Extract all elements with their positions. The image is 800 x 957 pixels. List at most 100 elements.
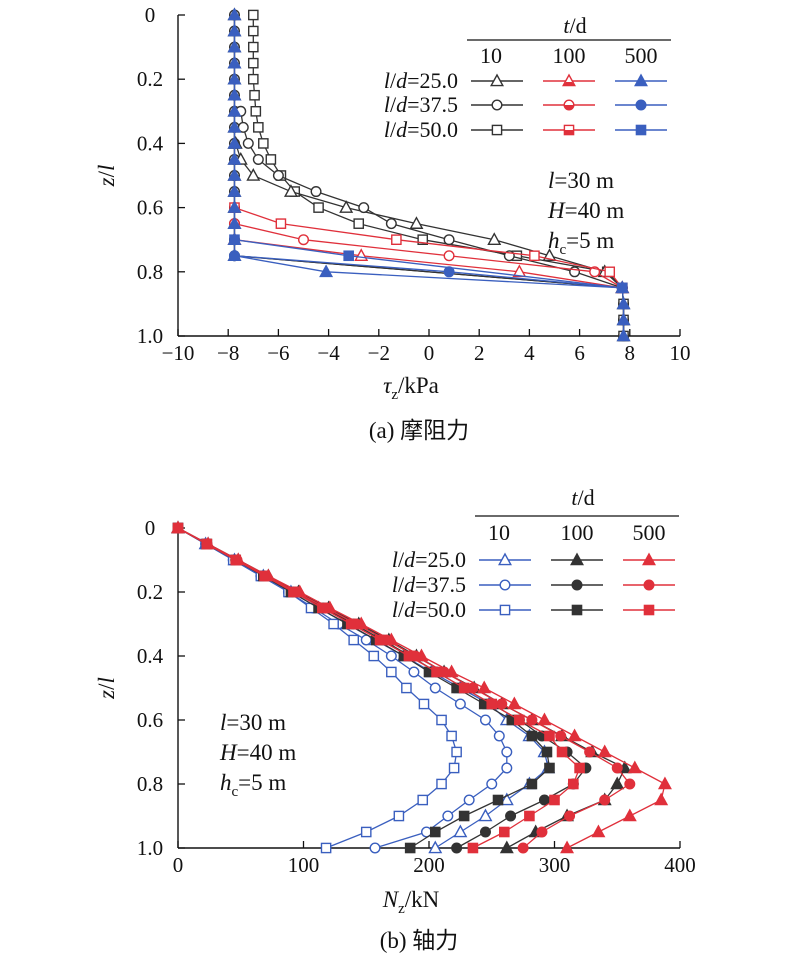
x-tick-label: −10 (162, 341, 195, 365)
data-point (258, 138, 269, 149)
data-point (451, 746, 462, 758)
data-point (517, 842, 529, 854)
y-tick-label: 1.0 (137, 324, 163, 348)
data-point (597, 744, 612, 758)
data-point (247, 9, 259, 21)
legend-swatch-marker (635, 124, 647, 136)
data-point (443, 250, 455, 262)
data-point (247, 25, 259, 37)
legend-row-label: l/d=25.0 (392, 547, 466, 572)
series-line (177, 527, 581, 849)
data-point (386, 666, 397, 678)
data-point (418, 698, 430, 710)
annotation-line: H=40 m (219, 740, 296, 765)
legend-swatch-marker (634, 73, 648, 87)
x-tick-label: 100 (288, 853, 320, 877)
data-point (616, 312, 631, 326)
y-tick-label: 1.0 (137, 836, 163, 860)
data-point (627, 760, 642, 774)
data-point (431, 666, 442, 678)
y-tick-label: 0.4 (137, 131, 164, 155)
data-point (360, 826, 372, 838)
legend-swatch-marker (570, 552, 584, 566)
y-tick-label: 0.8 (137, 260, 163, 284)
data-point (451, 842, 463, 854)
x-tick-label: −4 (317, 341, 340, 365)
data-point (564, 810, 576, 822)
legend-column-label: 500 (625, 43, 658, 68)
data-point (526, 714, 538, 726)
y-tick-label: 0.8 (137, 772, 163, 796)
legend-row-label: l/d=37.5 (392, 572, 466, 597)
data-point (657, 776, 672, 790)
x-tick-label: 400 (664, 853, 696, 877)
data-point (467, 842, 479, 854)
legend-row-label: l/d=50.0 (384, 117, 458, 142)
x-axis-label: Nz/kN (382, 887, 440, 917)
data-point (227, 23, 242, 37)
data-point (537, 712, 552, 726)
data-point (247, 41, 259, 53)
data-point (227, 71, 242, 85)
data-point (227, 184, 242, 197)
data-point (252, 153, 264, 165)
figure-caption: (b) 轴力 (380, 928, 459, 953)
legend-swatch-marker (635, 99, 647, 111)
data-point (524, 810, 535, 822)
x-tick-label: 300 (539, 853, 571, 877)
series-line (235, 143, 623, 289)
y-tick-label: 0.2 (137, 580, 163, 604)
data-point (229, 234, 240, 246)
legend-column-label: 10 (480, 43, 502, 68)
data-point (227, 103, 242, 117)
data-point (604, 266, 616, 278)
x-tick-label: −6 (267, 341, 289, 365)
data-point (313, 202, 324, 213)
data-point (568, 778, 579, 790)
data-point (479, 826, 491, 838)
data-point (369, 842, 381, 854)
data-point (536, 826, 548, 838)
annotation-line: hc=5 m (548, 228, 614, 258)
data-point (616, 296, 631, 310)
data-point (501, 762, 513, 774)
x-tick-label: 10 (670, 341, 691, 365)
data-point (345, 618, 357, 630)
data-point (385, 218, 397, 230)
data-point (353, 218, 365, 229)
data-point (417, 234, 429, 246)
data-point (501, 746, 513, 758)
data-point (429, 826, 441, 838)
data-point (227, 200, 242, 213)
data-point (544, 762, 555, 774)
data-point (253, 122, 264, 133)
legend: t/d 10 100 500 l/d=25.0l/d=37.5l/d=50.0 (384, 13, 671, 142)
data-point (343, 250, 354, 262)
legend-row-label: l/d=37.5 (384, 92, 458, 117)
data-point (493, 730, 505, 742)
x-tick-label: 8 (625, 341, 636, 365)
legend-swatch-marker (571, 579, 583, 591)
data-point (507, 696, 522, 710)
data-point (463, 794, 475, 806)
data-point (478, 808, 493, 822)
data-point (514, 714, 525, 726)
figure-caption: (a) 摩阻力 (369, 418, 469, 443)
series-line (177, 527, 549, 849)
data-point (391, 234, 402, 246)
data-point (227, 55, 242, 69)
chart-a-friction: −10 −8 −6 −4 −2 0 2 4 6 8 1000.20.40.60.81.0τz/kPa… (94, 3, 691, 443)
data-point (541, 746, 553, 758)
data-point (317, 602, 328, 614)
data-point (227, 216, 242, 229)
data-point (310, 186, 322, 198)
data-point (453, 824, 468, 838)
data-point (654, 792, 669, 806)
data-point (368, 650, 380, 662)
data-point (358, 202, 370, 214)
x-tick-label: 0 (173, 853, 184, 877)
data-point (549, 794, 560, 806)
data-point (275, 218, 287, 229)
data-point (544, 730, 555, 742)
